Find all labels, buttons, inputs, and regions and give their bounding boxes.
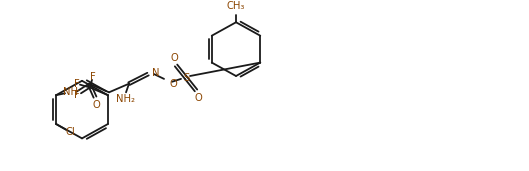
Text: O: O — [169, 79, 177, 89]
Text: O: O — [170, 53, 178, 63]
Text: N: N — [152, 68, 160, 78]
Text: F: F — [74, 79, 80, 89]
Text: O: O — [92, 100, 100, 110]
Text: Cl: Cl — [65, 127, 75, 137]
Text: F: F — [74, 90, 80, 100]
Text: CH₃: CH₃ — [227, 1, 245, 11]
Text: S: S — [183, 73, 189, 83]
Text: O: O — [194, 93, 202, 103]
Text: F: F — [90, 72, 96, 82]
Text: NH₂: NH₂ — [115, 94, 134, 104]
Text: NH: NH — [62, 87, 78, 97]
